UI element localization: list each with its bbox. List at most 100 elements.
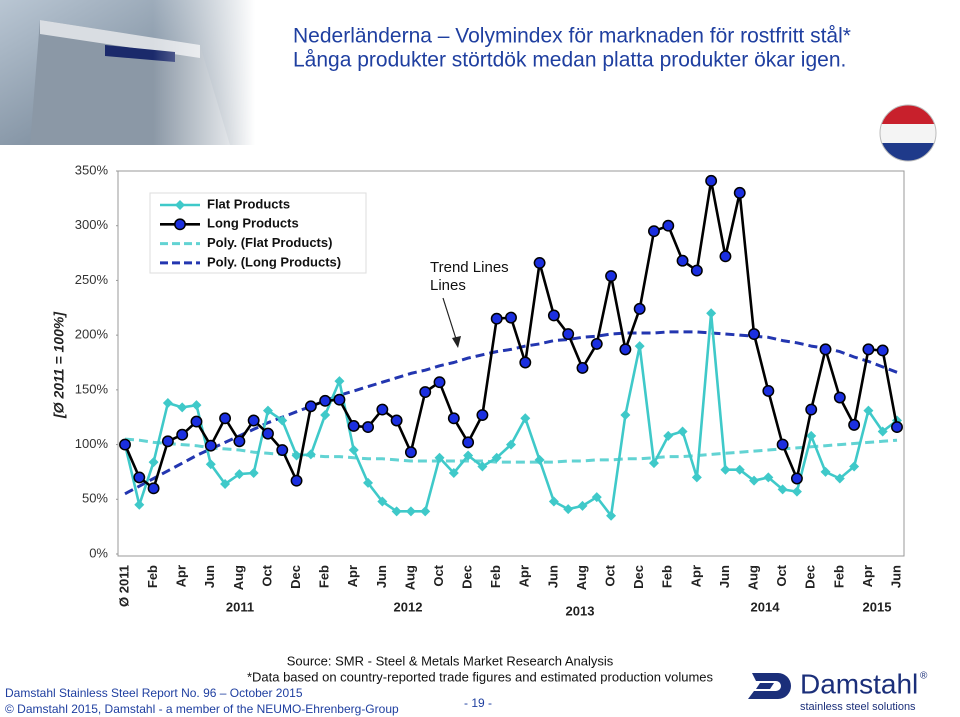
point: [547, 309, 560, 322]
series: [119, 174, 903, 495]
y-tick-label: 350%: [75, 162, 109, 177]
x-tick-label: Apr: [688, 565, 703, 587]
y-tick-label: 250%: [75, 272, 109, 287]
point: [805, 403, 818, 416]
point: [819, 343, 832, 356]
point: [676, 254, 689, 267]
legend-label: Poly. (Flat Products): [207, 235, 332, 250]
point: [390, 414, 403, 427]
point: [334, 376, 345, 387]
subtitle: Långa produkter störtdök medan platta pr…: [293, 49, 846, 72]
year-label: 2015: [863, 599, 892, 614]
point: [506, 439, 516, 450]
point: [791, 486, 802, 497]
point: [233, 435, 246, 448]
point: [849, 461, 860, 472]
point: [720, 464, 731, 475]
point: [162, 397, 173, 408]
point: [177, 402, 188, 413]
point: [533, 256, 546, 269]
footer-copyright: © Damstahl 2015, Damstahl - a member of …: [5, 702, 399, 716]
point: [576, 362, 589, 374]
point: [220, 478, 231, 489]
annotation: Trend Lines: [430, 259, 509, 276]
point: [863, 405, 874, 416]
point: [862, 343, 875, 356]
point: [219, 412, 232, 425]
point: [304, 400, 317, 413]
trend-line: [124, 330, 898, 496]
y-tick-label: 50%: [82, 491, 108, 506]
x-tick-label: Jun: [374, 565, 389, 588]
title: Nederländerna – Volymindex för marknaden…: [293, 25, 851, 48]
y-tick-label: 0%: [89, 545, 108, 560]
point: [134, 499, 145, 510]
legend-label: Long Products: [207, 216, 299, 231]
x-tick-label: Feb: [145, 565, 160, 588]
point: [876, 344, 889, 357]
point: [276, 444, 289, 456]
point: [620, 410, 631, 421]
x-tick-label: Feb: [831, 565, 846, 588]
point: [119, 438, 131, 451]
legend-label: Poly. (Long Products): [207, 254, 341, 269]
point: [663, 430, 674, 441]
point: [590, 337, 603, 350]
point: [348, 445, 359, 456]
point: [662, 219, 675, 232]
point: [404, 446, 417, 459]
x-tick-label: Oct: [431, 564, 446, 586]
point: [161, 435, 174, 448]
x-tick-label: Dec: [803, 565, 818, 589]
point: [262, 405, 273, 416]
annotation-arrow: [442, 297, 461, 348]
point: [234, 469, 245, 480]
x-tick-label: Aug: [402, 565, 417, 590]
point: [591, 492, 602, 503]
year-label: 2012: [394, 599, 423, 614]
point: [376, 403, 389, 416]
annotation-line2: Lines: [430, 277, 466, 294]
source-note: *Data based on country-reported trade fi…: [247, 669, 714, 684]
x-tick-label: Jun: [545, 565, 560, 588]
x-tick-label: Jun: [202, 565, 217, 588]
series: [124, 437, 898, 464]
flag: [879, 104, 937, 162]
trend-line: [124, 437, 898, 464]
point: [147, 482, 160, 495]
point: [563, 504, 574, 515]
point: [648, 225, 660, 238]
point: [419, 386, 432, 398]
year-label: 2013: [566, 603, 595, 618]
x-tick-label: Oct: [774, 564, 789, 586]
point: [204, 439, 217, 452]
logo: Damstahl ® stainless steel solutions: [748, 668, 928, 713]
y-tick-label: 150%: [75, 381, 109, 396]
point: [834, 473, 845, 484]
y-tick-label: 100%: [75, 436, 109, 451]
point: [706, 308, 717, 319]
legend-marker: [175, 200, 185, 210]
point: [320, 410, 331, 421]
point: [377, 496, 388, 507]
point: [833, 391, 846, 404]
building-photo: [0, 0, 255, 145]
footer-report: Damstahl Stainless Steel Report No. 96 –…: [5, 686, 303, 700]
x-tick-label: Dec: [631, 565, 646, 589]
point: [362, 421, 374, 434]
point: [448, 468, 459, 479]
point: [205, 459, 216, 470]
point: [447, 412, 460, 425]
point: [762, 385, 775, 397]
point: [577, 500, 588, 511]
point: [820, 466, 831, 477]
x-tick-label: Feb: [317, 565, 332, 588]
logo-tagline: stainless steel solutions: [800, 701, 916, 713]
point: [749, 475, 760, 486]
point: [705, 174, 718, 187]
x-tick-label: Aug: [574, 565, 589, 590]
point: [677, 426, 688, 437]
year-label: 2014: [751, 599, 781, 614]
source-line: Source: SMR - Steel & Metals Market Rese…: [287, 653, 614, 668]
x-tick-label: Aug: [231, 565, 246, 590]
